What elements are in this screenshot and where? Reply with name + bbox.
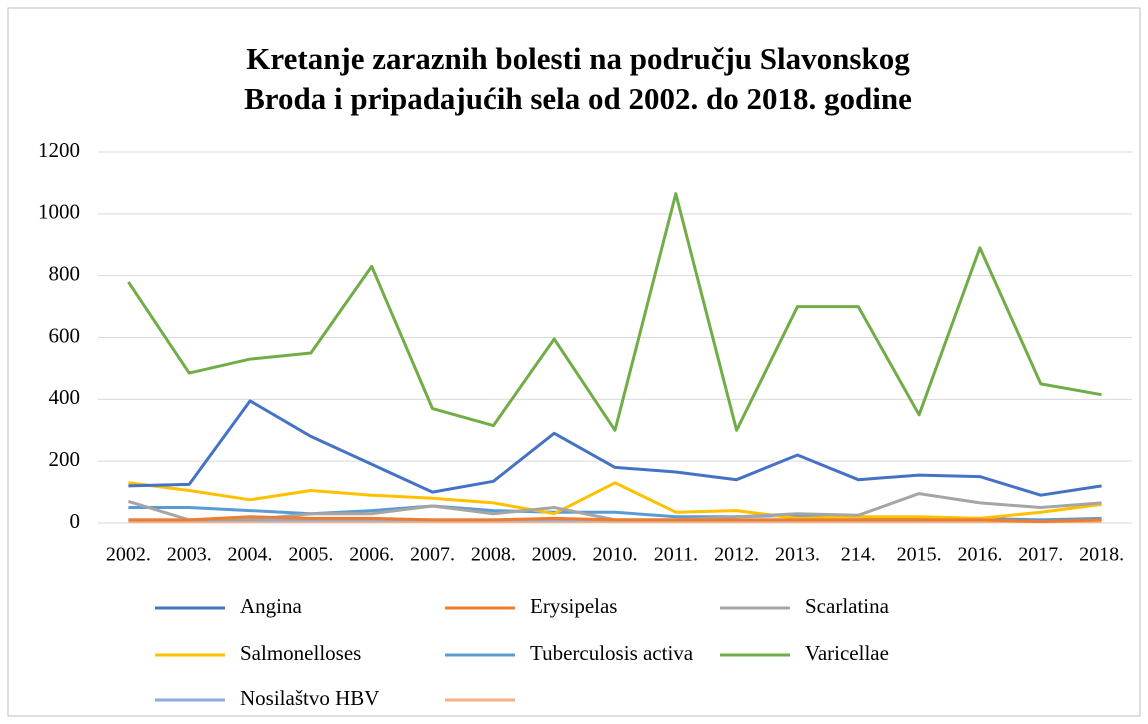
x-tick-label: 2011. xyxy=(654,544,698,566)
y-tick-label: 0 xyxy=(70,509,81,533)
x-tick-label: 2005. xyxy=(288,544,333,566)
x-tick-label: 2008. xyxy=(471,544,516,566)
x-tick-label: 2016. xyxy=(957,544,1002,566)
legend-label: Nosilaštvo HBV xyxy=(240,686,379,710)
y-tick-label: 1200 xyxy=(38,138,80,162)
x-tick-label: 2012. xyxy=(714,544,759,566)
y-tick-label: 1000 xyxy=(38,200,80,224)
chart-title: Kretanje zaraznih bolesti na području Sl… xyxy=(246,41,910,76)
x-tick-label: 2017. xyxy=(1018,544,1063,566)
y-tick-label: 600 xyxy=(49,323,81,347)
legend-label: Scarlatina xyxy=(805,594,890,618)
legend-label: Tuberculosis activa xyxy=(530,641,694,665)
series-line xyxy=(128,399,1102,497)
chart-title: Broda i pripadajućih sela od 2002. do 20… xyxy=(244,81,912,116)
series-line xyxy=(127,192,1102,432)
y-tick-label: 800 xyxy=(49,261,81,285)
legend-label: Angina xyxy=(240,594,303,618)
x-tick-label: 2010. xyxy=(593,544,638,566)
y-tick-label: 200 xyxy=(49,447,81,471)
x-tick-label: 214. xyxy=(841,544,876,566)
y-tick-label: 400 xyxy=(49,385,81,409)
series-line xyxy=(128,515,1102,523)
x-tick-label: 2002. xyxy=(106,544,151,566)
legend-label: Salmonelloses xyxy=(240,641,361,665)
x-tick-label: 2004. xyxy=(228,544,273,566)
x-tick-label: 2006. xyxy=(349,544,394,566)
chart-frame xyxy=(7,7,1141,717)
x-tick-label: 2015. xyxy=(897,544,942,566)
x-tick-label: 2003. xyxy=(167,544,212,566)
legend-label: Erysipelas xyxy=(530,594,617,618)
series-line xyxy=(128,481,1102,520)
x-tick-label: 2009. xyxy=(532,544,577,566)
x-tick-label: 2007. xyxy=(410,544,455,566)
x-tick-label: 2018. xyxy=(1079,544,1124,566)
legend-label: Varicellae xyxy=(805,641,889,665)
x-tick-label: 2013. xyxy=(775,544,820,566)
